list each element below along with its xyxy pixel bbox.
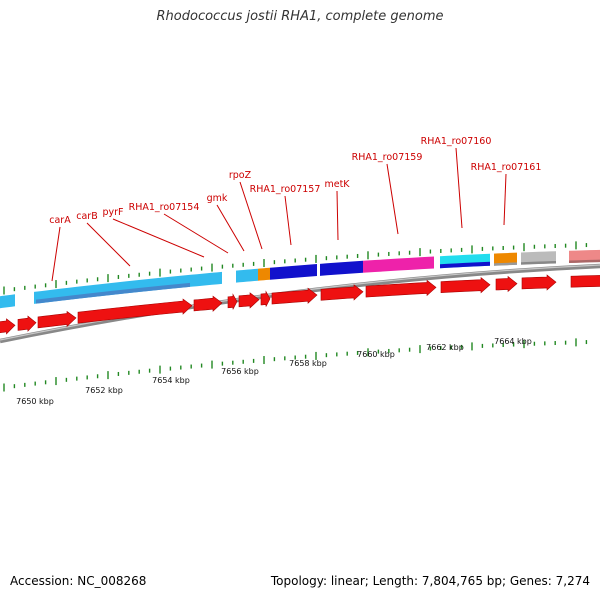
cds-arrow-13 — [495, 275, 518, 293]
leader-line — [284, 195, 292, 246]
leader-line — [239, 181, 263, 250]
leader-line — [216, 204, 245, 252]
gene-label: carB — [76, 211, 97, 222]
gene-band-salmon — [569, 249, 600, 263]
gene-label: metK — [324, 179, 350, 190]
gene-band-metk — [320, 260, 363, 276]
gene-subband-gray — [521, 260, 556, 265]
gene-band-ro07161 — [494, 252, 517, 266]
leader-line — [112, 218, 205, 258]
gene-label: gmk — [207, 193, 228, 204]
tick-layer — [3, 241, 588, 392]
accession-text: Accession: NC_008268 — [10, 574, 147, 588]
cds-arrow-15 — [570, 275, 600, 288]
cds-arrow-7 — [238, 292, 260, 309]
leader-line — [86, 222, 131, 267]
genome-summary-text: Topology: linear; Length: 7,804,765 bp; … — [270, 574, 590, 588]
label-layer: carA carB pyrF RHA1_ro07154 gmk rpoZ RHA1_ro07… — [49, 136, 541, 226]
kbp-label: 7650 kbp — [16, 397, 54, 406]
cds-arrow-12 — [440, 277, 491, 294]
gene-layer — [0, 249, 600, 309]
leader-line — [51, 226, 61, 282]
gene-label: RHA1_ro07157 — [250, 184, 321, 195]
cds-arrow-11 — [365, 279, 437, 298]
leader-layer — [51, 147, 507, 282]
kbp-label-layer: 7650 kbp 7652 kbp 7654 kbp 7656 kbp 7658 kbp… — [16, 337, 532, 406]
gene-label: RHA1_ro07159 — [352, 152, 423, 163]
leader-line — [386, 163, 399, 235]
cds-arrow-14 — [521, 274, 557, 291]
cds-arrow-layer — [0, 274, 600, 335]
kbp-label: 7660 kbp — [357, 350, 395, 359]
leader-line — [336, 190, 339, 241]
gene-subband-carb — [36, 282, 190, 304]
gene-label: rpoZ — [229, 170, 252, 181]
gene-band-rpoz — [258, 267, 270, 281]
gene-label: RHA1_ro07154 — [129, 202, 200, 213]
cds-arrow-2 — [17, 315, 37, 332]
gene-band-left — [0, 294, 15, 309]
kbp-label: 7664 kbp — [494, 337, 532, 346]
gene-subband-ro07160 — [440, 261, 490, 269]
page-title: Rhodococcus jostii RHA1, complete genome — [156, 9, 444, 24]
gene-band-ro07159 — [363, 256, 434, 273]
cds-arrow-1 — [0, 318, 16, 335]
gene-label: RHA1_ro07160 — [421, 136, 492, 147]
kbp-label: 7656 kbp — [221, 367, 259, 376]
cds-arrow-4 — [77, 298, 193, 324]
gene-subband-salmon — [569, 259, 600, 264]
cds-arrow-9 — [271, 287, 318, 305]
gene-subband-ro07161 — [494, 262, 517, 266]
cds-arrow-6 — [227, 293, 238, 310]
leader-line — [503, 173, 507, 226]
kbp-label: 7658 kbp — [289, 359, 327, 368]
gene-band-pyrf — [192, 271, 222, 287]
cds-arrow-8 — [260, 290, 271, 307]
gene-label: RHA1_ro07161 — [471, 162, 542, 173]
cds-arrow-3 — [37, 310, 77, 329]
gene-band-ro07157 — [270, 264, 317, 280]
kbp-label: 7652 kbp — [85, 386, 123, 395]
leader-line — [455, 147, 463, 229]
gene-band-gmk — [236, 268, 258, 283]
cds-arrow-5 — [193, 295, 223, 312]
gene-label: carA — [49, 215, 71, 226]
leader-line — [163, 213, 229, 254]
gene-band-gray — [521, 251, 556, 265]
kbp-label: 7654 kbp — [152, 376, 190, 385]
kbp-label: 7662 kbp — [426, 343, 464, 352]
gene-label: pyrF — [102, 207, 123, 218]
cds-arrow-10 — [320, 284, 364, 301]
